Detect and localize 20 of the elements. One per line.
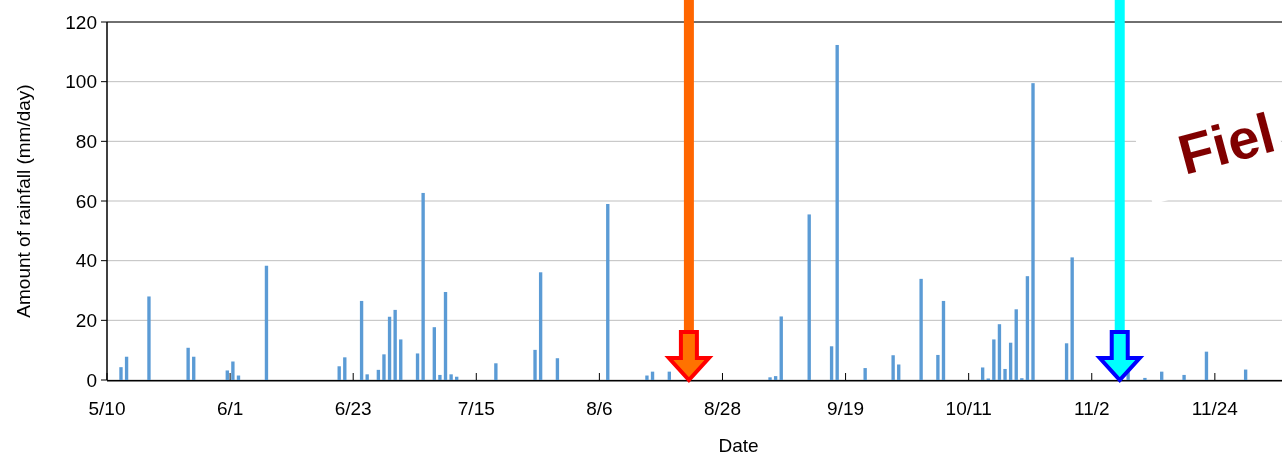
x-tick-label: 5/10: [88, 398, 126, 419]
y-tick-label: 60: [75, 190, 97, 212]
y-axis-title: Amount of rainfall (mm/day): [13, 84, 34, 318]
y-tick-label: 100: [65, 71, 97, 93]
y-tick-label: 40: [75, 250, 97, 272]
y-tick-label: 80: [75, 130, 97, 152]
y-tick-label: 120: [65, 11, 97, 33]
x-tick-label: 8/6: [586, 398, 613, 419]
annotation: Fiel: [1171, 100, 1282, 187]
x-tick-label: 10/11: [945, 398, 992, 419]
x-tick-label: 7/15: [457, 398, 495, 419]
x-tick-label: 11/2: [1073, 398, 1110, 419]
x-tick-label: 9/19: [827, 398, 865, 419]
x-tick-label: 6/23: [334, 398, 372, 419]
x-axis-title: Date: [718, 435, 759, 456]
y-tick-label: 20: [75, 309, 97, 331]
y-tick-label: 0: [86, 369, 97, 391]
x-tick-label: 11/24: [1191, 398, 1239, 419]
x-tick-label: 6/1: [216, 398, 244, 419]
x-tick-label: 8/28: [703, 398, 741, 419]
